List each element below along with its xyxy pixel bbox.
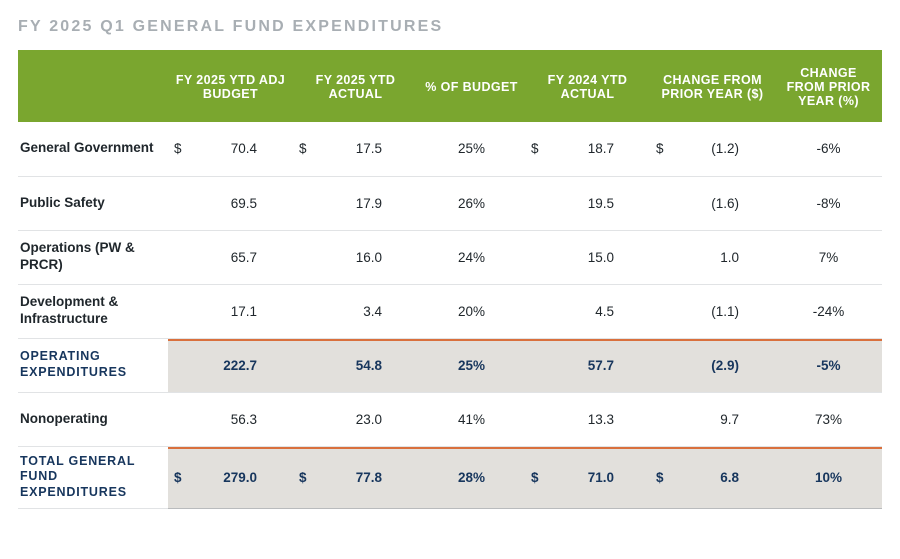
cell-pct-budget: 25% [418, 122, 525, 176]
col-header-blank [18, 50, 168, 122]
cell-pct-budget: 25% [418, 338, 525, 392]
currency-symbol [293, 392, 311, 446]
cell-chg-pct: -5% [775, 338, 882, 392]
cell-chg-pct: 10% [775, 446, 882, 508]
cell-adj-budget: 69.5 [186, 176, 293, 230]
currency-symbol [168, 338, 186, 392]
cell-adj-budget: 56.3 [186, 392, 293, 446]
currency-symbol [525, 284, 543, 338]
row-label: General Government [18, 122, 168, 176]
currency-symbol [525, 176, 543, 230]
currency-symbol [293, 230, 311, 284]
currency-symbol [293, 284, 311, 338]
col-header-pct-budget: % OF BUDGET [418, 50, 525, 122]
cell-actual-2024: 19.5 [543, 176, 650, 230]
currency-symbol [650, 230, 668, 284]
expenditures-table: FY 2025 YTD ADJ BUDGET FY 2025 YTD ACTUA… [18, 50, 882, 509]
table-header-row: FY 2025 YTD ADJ BUDGET FY 2025 YTD ACTUA… [18, 50, 882, 122]
currency-symbol: $ [168, 122, 186, 176]
cell-chg-dollar: 6.8 [668, 446, 775, 508]
currency-symbol: $ [293, 122, 311, 176]
col-header-chg-dollar: CHANGE FROM PRIOR YEAR ($) [650, 50, 775, 122]
col-header-adj-budget: FY 2025 YTD ADJ BUDGET [168, 50, 293, 122]
currency-symbol [525, 230, 543, 284]
cell-actual-2025: 54.8 [311, 338, 418, 392]
cell-actual-2025: 16.0 [311, 230, 418, 284]
cell-chg-pct: 73% [775, 392, 882, 446]
cell-pct-budget: 28% [418, 446, 525, 508]
cell-actual-2024: 15.0 [543, 230, 650, 284]
cell-pct-budget: 26% [418, 176, 525, 230]
currency-symbol: $ [650, 446, 668, 508]
row-label: OPERATING EXPENDITURES [18, 338, 168, 392]
cell-actual-2024: 4.5 [543, 284, 650, 338]
col-header-actual-2025: FY 2025 YTD ACTUAL [293, 50, 418, 122]
cell-chg-dollar: (2.9) [668, 338, 775, 392]
cell-adj-budget: 65.7 [186, 230, 293, 284]
col-header-chg-pct: CHANGE FROM PRIOR YEAR (%) [775, 50, 882, 122]
cell-actual-2025: 17.5 [311, 122, 418, 176]
row-label: Operations (PW & PRCR) [18, 230, 168, 284]
currency-symbol: $ [650, 122, 668, 176]
table-row: Operations (PW & PRCR) 65.7 16.024% 15.0 1.0… [18, 230, 882, 284]
row-label: TOTAL GENERAL FUND EXPENDITURES [18, 446, 168, 508]
currency-symbol [293, 338, 311, 392]
col-header-actual-2024: FY 2024 YTD ACTUAL [525, 50, 650, 122]
currency-symbol [650, 392, 668, 446]
table-row: TOTAL GENERAL FUND EXPENDITURES$279.0$77… [18, 446, 882, 508]
cell-actual-2024: 13.3 [543, 392, 650, 446]
cell-actual-2025: 23.0 [311, 392, 418, 446]
table-row: Nonoperating 56.3 23.041% 13.3 9.773% [18, 392, 882, 446]
cell-chg-pct: -24% [775, 284, 882, 338]
cell-chg-dollar: 1.0 [668, 230, 775, 284]
row-label: Development & Infrastructure [18, 284, 168, 338]
cell-chg-dollar: 9.7 [668, 392, 775, 446]
table-row: Public Safety 69.5 17.926% 19.5 (1.6)-8% [18, 176, 882, 230]
page-title: FY 2025 Q1 GENERAL FUND EXPENDITURES [18, 18, 882, 36]
currency-symbol: $ [525, 446, 543, 508]
currency-symbol [168, 392, 186, 446]
cell-chg-pct: 7% [775, 230, 882, 284]
cell-adj-budget: 70.4 [186, 122, 293, 176]
cell-actual-2025: 77.8 [311, 446, 418, 508]
cell-pct-budget: 20% [418, 284, 525, 338]
cell-chg-dollar: (1.6) [668, 176, 775, 230]
cell-chg-pct: -8% [775, 176, 882, 230]
cell-chg-pct: -6% [775, 122, 882, 176]
currency-symbol [293, 176, 311, 230]
table-row: General Government$70.4$17.525%$18.7$(1.… [18, 122, 882, 176]
cell-pct-budget: 41% [418, 392, 525, 446]
currency-symbol [168, 176, 186, 230]
cell-chg-dollar: (1.2) [668, 122, 775, 176]
table-body: General Government$70.4$17.525%$18.7$(1.… [18, 122, 882, 508]
cell-adj-budget: 279.0 [186, 446, 293, 508]
cell-actual-2025: 17.9 [311, 176, 418, 230]
currency-symbol: $ [168, 446, 186, 508]
row-label: Public Safety [18, 176, 168, 230]
currency-symbol: $ [525, 122, 543, 176]
cell-adj-budget: 222.7 [186, 338, 293, 392]
cell-actual-2024: 57.7 [543, 338, 650, 392]
cell-adj-budget: 17.1 [186, 284, 293, 338]
currency-symbol [650, 338, 668, 392]
cell-actual-2024: 18.7 [543, 122, 650, 176]
row-label: Nonoperating [18, 392, 168, 446]
cell-actual-2024: 71.0 [543, 446, 650, 508]
currency-symbol [168, 284, 186, 338]
currency-symbol [525, 338, 543, 392]
currency-symbol [650, 176, 668, 230]
table-row: Development & Infrastructure 17.1 3.420% 4.… [18, 284, 882, 338]
cell-chg-dollar: (1.1) [668, 284, 775, 338]
currency-symbol [168, 230, 186, 284]
table-row: OPERATING EXPENDITURES 222.7 54.825% 57.7 (2… [18, 338, 882, 392]
currency-symbol [650, 284, 668, 338]
currency-symbol: $ [293, 446, 311, 508]
currency-symbol [525, 392, 543, 446]
cell-actual-2025: 3.4 [311, 284, 418, 338]
cell-pct-budget: 24% [418, 230, 525, 284]
